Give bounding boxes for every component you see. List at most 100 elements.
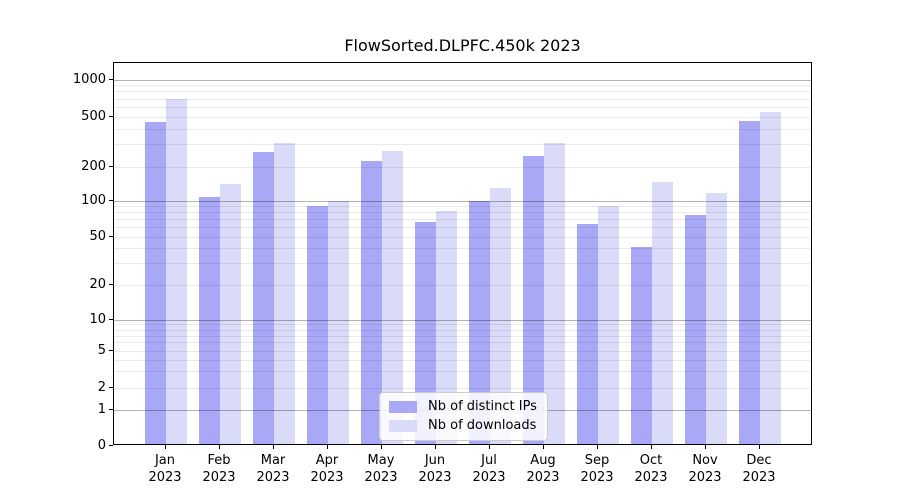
y-tick-mark-500 [109, 116, 113, 117]
x-tick-label-oct: Oct 2023 [624, 453, 678, 486]
x-tick-month-jul: Jul [481, 453, 497, 468]
y-tick-label-500: 500 [81, 108, 106, 124]
bar-downloads-oct [652, 181, 673, 444]
bar-downloads-apr [328, 200, 349, 444]
x-tick-year-apr: 2023 [310, 469, 344, 485]
bar-distinct-ips-mar [253, 151, 274, 444]
x-tick-mark-jul [489, 445, 490, 449]
y-tick-label-10: 10 [89, 311, 106, 327]
y-tick-label-100: 100 [81, 192, 106, 208]
x-tick-year-nov: 2023 [688, 469, 722, 485]
bar-downloads-jul [490, 188, 511, 444]
y-tick-label-2: 2 [97, 379, 106, 395]
y-tick-mark-2 [109, 387, 113, 389]
chart-title: FlowSorted.DLPFC.450k 2023 [344, 36, 581, 55]
x-tick-mark-oct [651, 445, 652, 449]
x-tick-year-mar: 2023 [256, 469, 290, 485]
x-tick-mark-dec [759, 445, 760, 449]
bar-downloads-mar [274, 142, 295, 444]
y-tick-label-200: 200 [81, 158, 106, 174]
y-tick-label-0: 0 [97, 437, 106, 453]
legend-swatch-downloads [389, 420, 417, 432]
y-tick-label-1: 1 [97, 401, 106, 417]
x-tick-month-dec: Dec [746, 453, 772, 468]
bar-distinct-ips-nov [685, 215, 706, 444]
y-tick-mark-50 [109, 236, 113, 237]
x-tick-month-oct: Oct [639, 453, 663, 468]
x-tick-year-sep: 2023 [580, 469, 614, 485]
y-tick-label-5: 5 [97, 342, 106, 358]
bar-distinct-ips-dec [739, 120, 760, 444]
x-tick-month-nov: Nov [692, 453, 718, 468]
x-tick-label-sep: Sep 2023 [570, 453, 624, 486]
x-tick-month-feb: Feb [207, 453, 231, 468]
y-tick-mark-100 [109, 200, 113, 201]
x-tick-year-feb: 2023 [202, 469, 236, 485]
legend-label-downloads: Nb of downloads [428, 418, 537, 433]
y-tick-mark-0 [109, 445, 113, 446]
x-tick-label-mar: Mar 2023 [246, 453, 300, 486]
bar-downloads-jan [166, 98, 187, 444]
bar-downloads-dec [760, 112, 781, 444]
x-tick-mark-may [381, 445, 382, 449]
x-tick-month-jun: Jun [424, 453, 446, 468]
bar-distinct-ips-feb [199, 196, 220, 444]
x-tick-label-jun: Jun 2023 [408, 453, 462, 486]
x-tick-mark-jan [165, 445, 166, 449]
y-tick-mark-1 [109, 409, 113, 410]
x-tick-label-apr: Apr 2023 [300, 453, 354, 486]
bar-distinct-ips-jul [469, 200, 490, 444]
x-tick-month-aug: Aug [530, 453, 556, 468]
bar-distinct-ips-apr [307, 205, 328, 444]
bar-downloads-may [382, 150, 403, 444]
y-tick-mark-200 [109, 166, 113, 167]
bar-downloads-sep [598, 205, 619, 444]
y-tick-label-50: 50 [89, 228, 106, 244]
y-tick-mark-20 [109, 284, 113, 286]
x-tick-label-dec: Dec 2023 [732, 453, 786, 486]
x-tick-mark-feb [219, 445, 220, 449]
x-tick-mark-apr [327, 445, 328, 449]
legend-swatch-distinct-ips [389, 401, 417, 413]
plot-area: Nb of distinct IPs Nb of downloads [113, 62, 812, 445]
y-tick-mark-5 [109, 350, 113, 351]
bar-downloads-nov [706, 192, 727, 444]
x-tick-year-dec: 2023 [742, 469, 776, 485]
x-tick-year-aug: 2023 [526, 469, 560, 485]
x-tick-label-jul: Jul 2023 [462, 453, 516, 486]
bar-distinct-ips-oct [631, 246, 652, 444]
bar-distinct-ips-jun [415, 222, 436, 444]
x-tick-mark-sep [597, 445, 598, 449]
bar-distinct-ips-jan [145, 122, 166, 444]
y-tick-label-20: 20 [89, 276, 106, 292]
x-tick-label-may: May 2023 [354, 453, 408, 486]
bar-downloads-jun [436, 210, 457, 444]
bar-distinct-ips-aug [523, 156, 544, 444]
bar-downloads-feb [220, 184, 241, 444]
bars-layer [114, 63, 811, 444]
x-tick-month-apr: Apr [315, 453, 339, 468]
legend-row-downloads: Nb of downloads [389, 417, 537, 435]
y-tick-mark-10 [109, 319, 113, 320]
x-tick-mark-jun [435, 445, 436, 449]
x-tick-month-mar: Mar [260, 453, 286, 468]
legend-row-distinct-ips: Nb of distinct IPs [389, 398, 537, 416]
x-tick-year-oct: 2023 [634, 469, 668, 485]
x-tick-year-jul: 2023 [472, 469, 506, 485]
x-tick-label-nov: Nov 2023 [678, 453, 732, 486]
legend: Nb of distinct IPs Nb of downloads [379, 392, 548, 441]
x-tick-label-aug: Aug 2023 [516, 453, 570, 486]
y-tick-label-1000: 1000 [72, 71, 106, 87]
bar-distinct-ips-sep [577, 223, 598, 444]
x-tick-year-jun: 2023 [418, 469, 452, 485]
x-tick-year-jan: 2023 [148, 469, 182, 485]
x-tick-mark-nov [705, 445, 706, 449]
x-tick-month-jan: Jan [154, 453, 176, 468]
x-tick-mark-mar [273, 445, 274, 449]
x-tick-year-may: 2023 [364, 469, 398, 485]
legend-label-distinct-ips: Nb of distinct IPs [428, 399, 537, 414]
y-tick-mark-1000 [109, 79, 113, 80]
x-tick-mark-aug [543, 445, 544, 449]
bar-distinct-ips-may [361, 161, 382, 444]
